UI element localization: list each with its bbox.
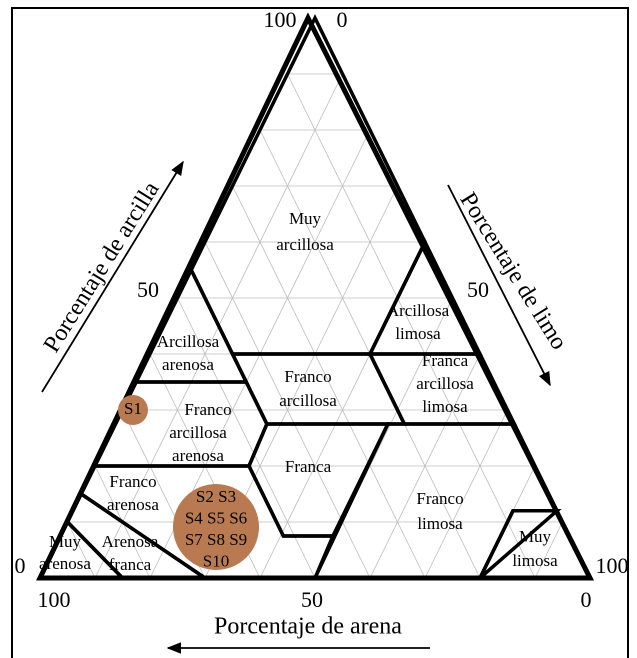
region-label: Franco — [284, 367, 331, 386]
region-label: Muy — [519, 527, 552, 546]
sample-dot — [118, 395, 148, 425]
tick-label: 0 — [337, 7, 348, 32]
region-label: arcillosa — [169, 423, 227, 442]
frame — [11, 7, 629, 658]
sample-label: S1 — [124, 399, 142, 418]
region-boundary — [247, 422, 391, 538]
region-label: franca — [109, 555, 152, 574]
tick-label: 50 — [301, 587, 323, 612]
tick-label: 0 — [15, 553, 26, 578]
region-label: Muy — [49, 532, 82, 551]
tick-label: 50 — [137, 277, 159, 302]
region-label: Arcillosa — [387, 301, 450, 320]
grid-line — [534, 521, 563, 579]
grid-line — [369, 353, 481, 579]
sample-label: S2 S3 — [196, 487, 236, 506]
sample-label: S4 S5 S6 — [185, 508, 247, 527]
region-label: Arenosa — [102, 532, 159, 551]
axis-label: Porcentaje de limo — [455, 188, 572, 354]
axis-label: Porcentaje de arcilla — [39, 177, 165, 357]
region-boundary — [229, 352, 408, 426]
tick-label: 100 — [596, 553, 629, 578]
grid-line — [287, 73, 536, 579]
region-label: arenosa — [162, 355, 214, 374]
sample-label: S10 — [203, 551, 229, 570]
region-label: limosa — [417, 514, 463, 533]
sample-dot — [173, 484, 259, 570]
region-label: Arcillosa — [157, 332, 220, 351]
region-label: arcillosa — [276, 235, 334, 254]
region-label: Franca — [422, 351, 469, 370]
region-label: limosa — [512, 551, 558, 570]
region-label: arcillosa — [279, 391, 337, 410]
axis-arrow — [41, 160, 184, 393]
region-label: arenosa — [172, 446, 224, 465]
region-label: arcillosa — [416, 374, 474, 393]
tick-label: 0 — [581, 587, 592, 612]
triangle-outline — [36, 12, 595, 581]
region-label: Franca — [285, 457, 332, 476]
region-label: Franco — [109, 472, 156, 491]
region-label: arenosa — [39, 554, 91, 573]
grid-line — [424, 409, 508, 579]
region-label: arenosa — [107, 495, 159, 514]
region-label: Franco — [184, 400, 231, 419]
region-label: Muy — [289, 209, 322, 228]
axis-arrow — [447, 184, 551, 387]
sample-label: S7 S8 S9 — [185, 530, 247, 549]
region-boundary — [478, 509, 562, 580]
grid-line — [67, 521, 96, 579]
grid-line — [232, 185, 426, 579]
region-label: limosa — [395, 324, 441, 343]
tick-label: 100 — [38, 587, 71, 612]
region-label: limosa — [422, 397, 468, 416]
tick-label: 50 — [467, 277, 489, 302]
region-boundaries — [37, 14, 562, 580]
tick-label: 100 — [264, 7, 297, 32]
region-label: Franco — [416, 489, 463, 508]
axis-label: Porcentaje de arena — [214, 614, 402, 640]
labels: Muy arcillosa Arcillosa arenosa Arcillosa lim… — [39, 209, 558, 574]
grid-line — [177, 297, 316, 579]
